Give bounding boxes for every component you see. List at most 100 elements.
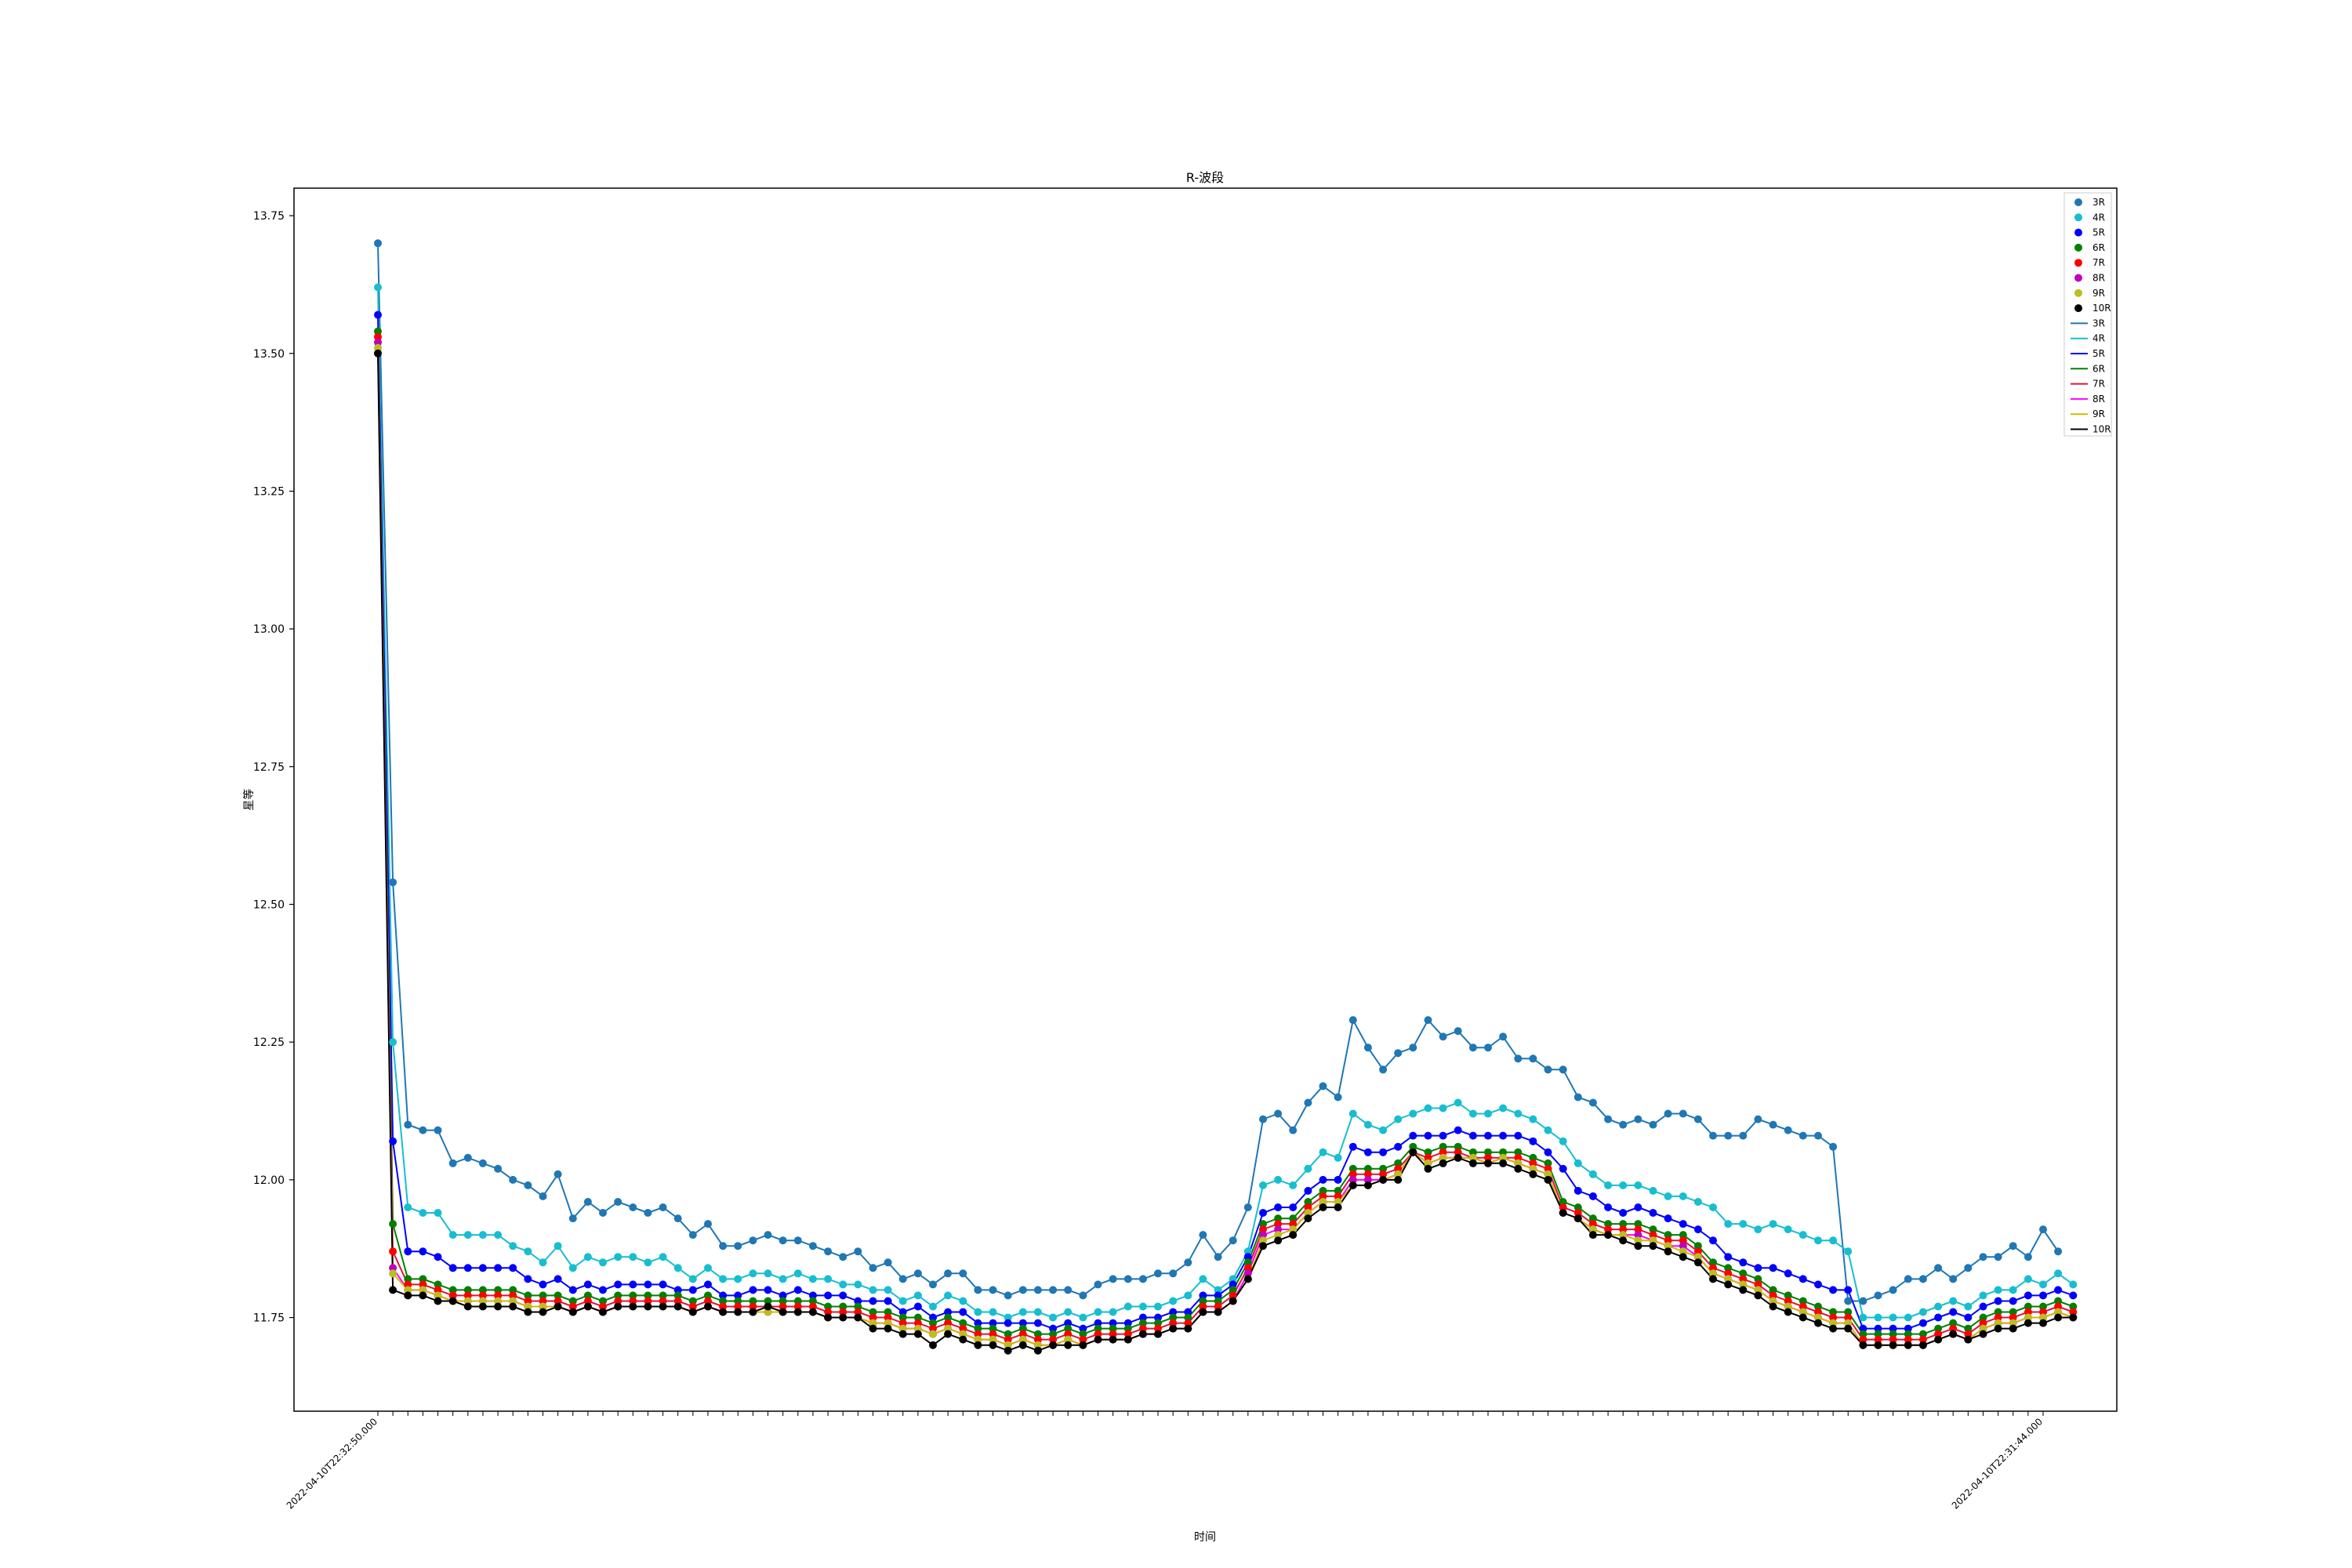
data-point [1514,1131,1523,1140]
data-point [1409,1044,1417,1052]
data-point [1123,1324,1132,1333]
data-point [1844,1286,1853,1294]
data-point [1004,1346,1012,1355]
data-point [793,1236,802,1245]
data-point [974,1308,982,1316]
data-point [1619,1225,1628,1234]
data-point [704,1220,712,1229]
data-point [1319,1082,1327,1091]
data-point [2024,1313,2032,1322]
data-point [989,1286,997,1294]
data-point [1138,1330,1147,1338]
data-point [583,1198,592,1206]
data-point [1094,1319,1102,1327]
data-point [1274,1236,1283,1245]
data-point [539,1302,547,1311]
data-point [1154,1302,1162,1311]
data-point [1394,1159,1403,1167]
data-point [1559,1164,1567,1173]
data-point [1243,1247,1252,1256]
data-point [1918,1330,1927,1338]
data-point [568,1297,577,1305]
data-point [1964,1324,1973,1333]
data-point [974,1286,982,1294]
data-point [2054,1302,2063,1311]
data-point [1844,1319,1853,1327]
data-point [1184,1319,1192,1327]
data-point [1123,1275,1132,1283]
data-point [1769,1120,1777,1129]
data-point [1243,1258,1252,1267]
data-point [1319,1192,1327,1200]
data-point [1169,1313,1178,1322]
data-point [1679,1242,1687,1250]
data-point [1588,1214,1597,1223]
data-point [1319,1175,1327,1184]
data-point [1439,1153,1447,1162]
data-point [1289,1126,1298,1134]
data-point [1424,1164,1432,1173]
data-point [1889,1335,1897,1344]
data-point [719,1291,728,1300]
data-point [1889,1324,1897,1333]
data-point [524,1291,532,1300]
data-point [1229,1280,1237,1289]
data-point [1304,1209,1312,1217]
data-point [1079,1335,1087,1344]
data-point [764,1302,772,1311]
data-point [2009,1313,2017,1322]
data-point [434,1286,442,1294]
data-point [524,1247,532,1256]
data-point [389,1247,397,1256]
data-point [599,1302,607,1311]
data-point [554,1242,562,1250]
data-point [2039,1308,2047,1316]
data-point [1529,1054,1537,1063]
data-point [1604,1225,1613,1234]
data-point [1649,1120,1657,1129]
data-point [1004,1319,1012,1327]
data-point [1334,1186,1342,1195]
data-point [1724,1220,1733,1229]
data-point [1844,1308,1853,1316]
data-point [1964,1264,1973,1272]
data-point [1259,1231,1267,1240]
data-point [929,1330,937,1338]
data-point [1709,1131,1717,1140]
data-point [1994,1324,2002,1333]
data-point [1334,1192,1342,1200]
data-point [1348,1142,1357,1151]
data-point [1559,1209,1567,1217]
data-point [1169,1319,1178,1327]
data-point [913,1269,922,1278]
y-axis-label: 星等 [242,789,256,811]
data-point [1724,1275,1733,1283]
data-point [1079,1313,1087,1322]
data-point [1214,1286,1222,1294]
data-point [734,1308,742,1316]
data-point [1664,1231,1672,1240]
data-point [1829,1142,1838,1151]
data-point [1814,1236,1822,1245]
data-point [2024,1275,2032,1283]
data-point [1994,1286,2002,1294]
legend-marker [2074,213,2082,222]
data-point [1468,1148,1477,1156]
data-point [884,1308,892,1316]
data-point [1348,1175,1357,1184]
data-point [1468,1153,1477,1162]
data-point [599,1258,607,1267]
data-point [884,1319,892,1327]
data-point [1559,1065,1567,1074]
legend-label: 4R [2092,333,2105,344]
data-point [1949,1324,1958,1333]
data-point [419,1280,427,1289]
data-point [404,1291,412,1300]
data-point [1844,1313,1853,1322]
data-point [448,1264,457,1272]
data-point [1739,1258,1748,1267]
data-point [1859,1313,1867,1322]
data-point [1649,1186,1657,1195]
data-point [2009,1324,2017,1333]
data-point [1979,1330,1987,1338]
